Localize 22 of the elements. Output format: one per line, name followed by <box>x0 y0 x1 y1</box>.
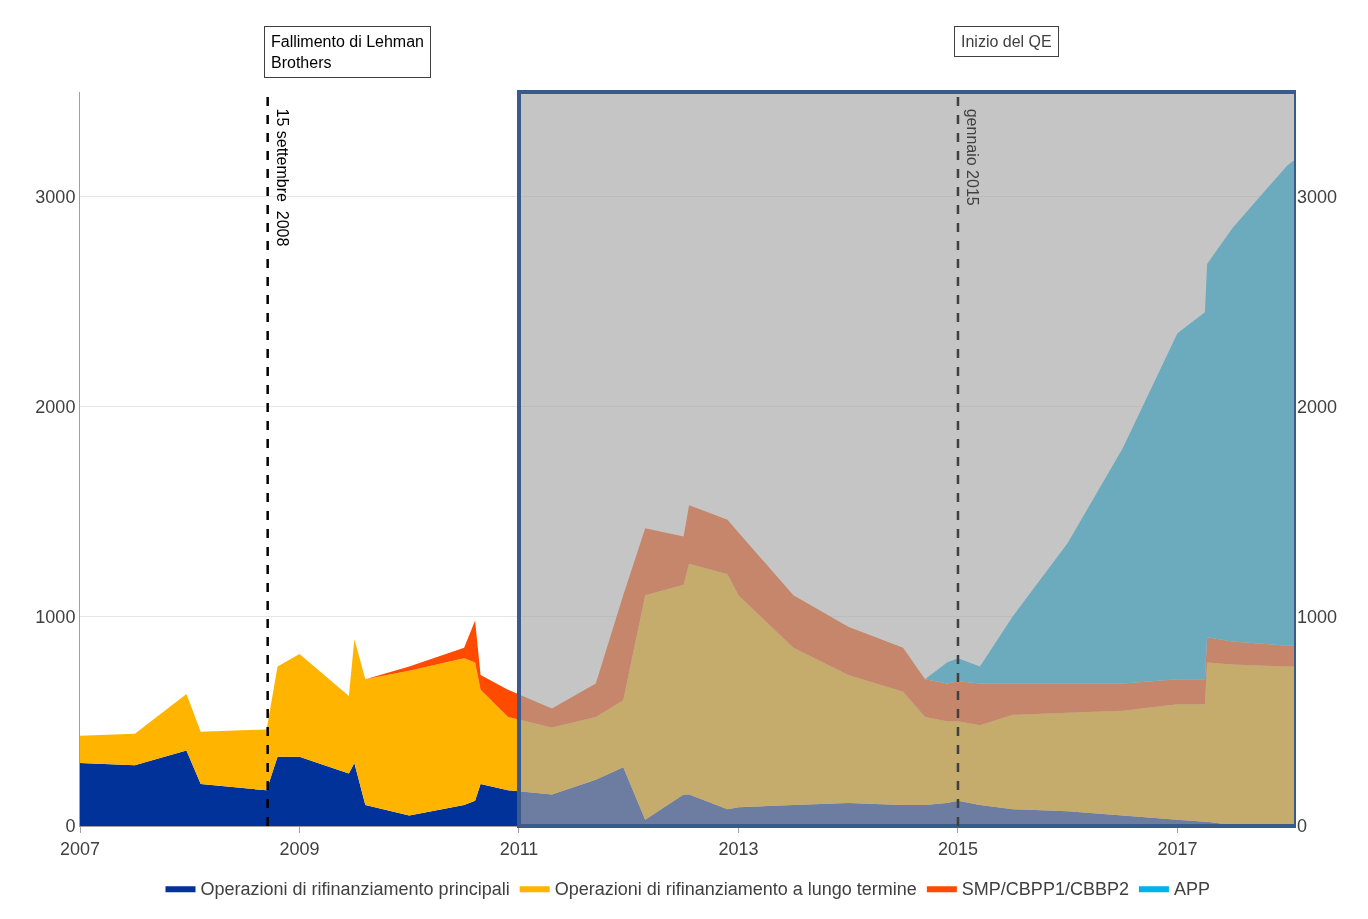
y2-tick-label: 3000 <box>1297 187 1338 208</box>
legend-label: Operazioni di rifinanziamento principali <box>200 879 510 900</box>
ref-line-label: 15 settembre 2008 <box>273 108 291 247</box>
x-tick-label: 2007 <box>59 838 101 859</box>
legend-label: SMP/CBPP1/CBBP2 <box>961 879 1129 900</box>
y-tick-label: 3000 <box>35 187 76 208</box>
x-tick-label: 2009 <box>279 838 320 859</box>
x-tick-label: 2011 <box>499 838 539 859</box>
x-tick-label: 2013 <box>718 838 759 859</box>
legend-label: Operazioni di rifinanziamento a lungo termine <box>554 879 917 900</box>
x-tick-label: 2017 <box>1157 838 1198 859</box>
x-tick-label: 2015 <box>937 838 978 859</box>
legend-label: APP <box>1173 879 1210 900</box>
ref-line-label: gennaio 2015 <box>963 108 981 206</box>
y-tick-label: 2000 <box>35 396 76 417</box>
text: Fallimento di Lehman Brothers <box>271 33 424 71</box>
text: Inizio del QE <box>961 33 1052 50</box>
y-tick-label: 1000 <box>35 606 76 627</box>
y2-tick-label: 0 <box>1297 816 1308 837</box>
y2-tick-label: 1000 <box>1297 606 1338 627</box>
y2-tick-label: 2000 <box>1297 396 1338 417</box>
y-tick-label: 0 <box>65 816 76 837</box>
